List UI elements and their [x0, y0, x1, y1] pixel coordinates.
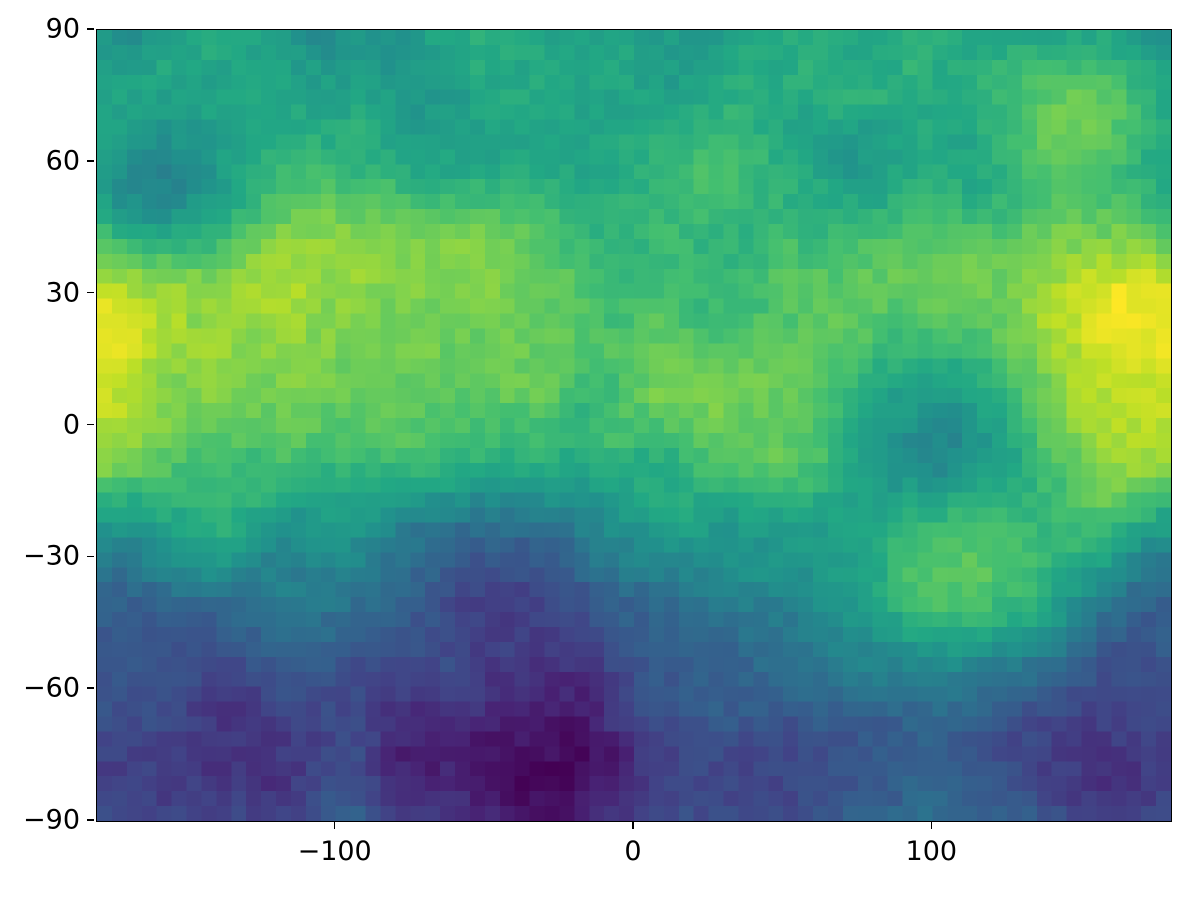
heatmap-image: [97, 30, 1171, 821]
x-tick-label: 0: [624, 836, 642, 867]
heatmap-axes[interactable]: [96, 29, 1172, 822]
x-tick-label: −100: [297, 836, 372, 867]
x-tick-mark: [333, 821, 336, 829]
y-tick-mark: [87, 160, 95, 162]
y-tick-label: 0: [62, 409, 80, 440]
y-tick-label: 30: [45, 277, 80, 309]
x-tick-mark: [930, 821, 933, 829]
y-tick-mark: [87, 28, 95, 30]
y-tick-label: −60: [23, 672, 80, 704]
x-tick-label: 100: [905, 836, 958, 867]
y-tick-mark: [87, 291, 95, 294]
y-tick-label: 60: [45, 145, 80, 177]
x-tick-mark: [632, 821, 634, 829]
y-tick-mark: [87, 555, 95, 558]
y-tick-label: 90: [45, 13, 80, 45]
y-tick-label: −30: [23, 540, 80, 572]
y-tick-mark: [87, 819, 95, 821]
y-tick-mark: [87, 687, 95, 689]
y-tick-label: −90: [23, 804, 80, 836]
y-tick-mark: [87, 423, 95, 426]
